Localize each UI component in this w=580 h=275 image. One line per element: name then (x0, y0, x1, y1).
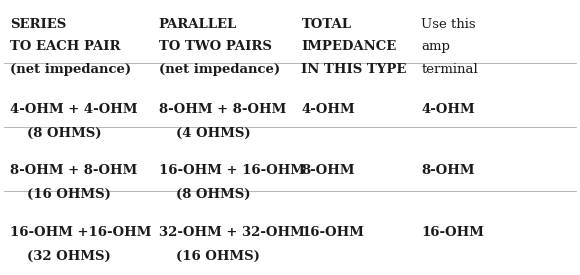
Text: 16-OHM: 16-OHM (422, 226, 484, 238)
Text: (4 OHMS): (4 OHMS) (176, 127, 251, 140)
Text: (8 OHMS): (8 OHMS) (27, 127, 102, 140)
Text: Use this: Use this (422, 18, 476, 31)
Text: 8-OHM + 8-OHM: 8-OHM + 8-OHM (158, 103, 286, 116)
Text: 16-OHM: 16-OHM (302, 226, 364, 238)
Text: 4-OHM + 4-OHM: 4-OHM + 4-OHM (10, 103, 137, 116)
Text: 16-OHM +16-OHM: 16-OHM +16-OHM (10, 226, 151, 238)
Text: 8-OHM: 8-OHM (422, 164, 475, 177)
Text: (net impedance): (net impedance) (10, 63, 131, 76)
Text: amp: amp (422, 40, 450, 53)
Text: PARALLEL: PARALLEL (158, 18, 237, 31)
Text: 32-OHM + 32-OHM: 32-OHM + 32-OHM (158, 226, 304, 238)
Text: 4-OHM: 4-OHM (302, 103, 355, 116)
Text: 4-OHM: 4-OHM (422, 103, 475, 116)
Text: terminal: terminal (422, 63, 478, 76)
Text: (16 OHMS): (16 OHMS) (176, 249, 259, 263)
Text: 16-OHM + 16-OHM: 16-OHM + 16-OHM (158, 164, 304, 177)
Text: IN THIS TYPE: IN THIS TYPE (302, 63, 407, 76)
Text: 8-OHM + 8-OHM: 8-OHM + 8-OHM (10, 164, 137, 177)
Text: TO TWO PAIRS: TO TWO PAIRS (158, 40, 271, 53)
Text: TOTAL: TOTAL (302, 18, 351, 31)
Text: (32 OHMS): (32 OHMS) (27, 249, 111, 263)
Text: 8-OHM: 8-OHM (302, 164, 355, 177)
Text: (net impedance): (net impedance) (158, 63, 280, 76)
Text: SERIES: SERIES (10, 18, 66, 31)
Text: (8 OHMS): (8 OHMS) (176, 188, 250, 201)
Text: TO EACH PAIR: TO EACH PAIR (10, 40, 121, 53)
Text: (16 OHMS): (16 OHMS) (27, 188, 111, 201)
Text: IMPEDANCE: IMPEDANCE (302, 40, 397, 53)
